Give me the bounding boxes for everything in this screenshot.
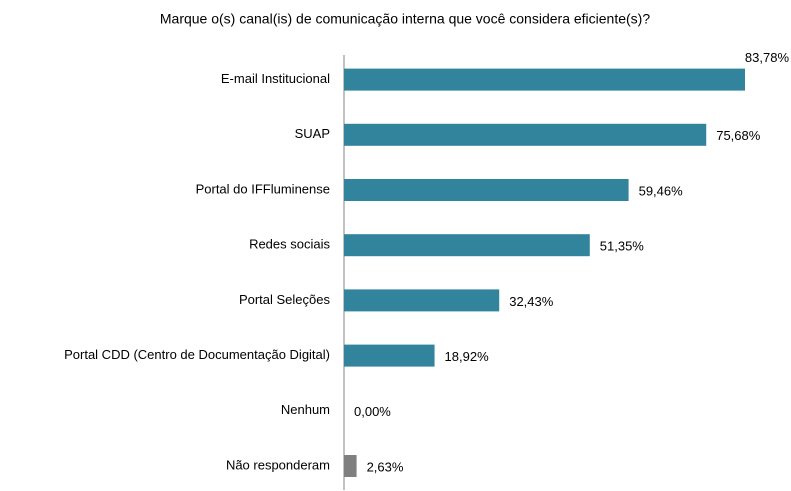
value-label: 2,63% [367,459,404,474]
value-label: 75,68% [716,128,761,143]
bar [344,179,629,201]
category-label: SUAP [295,126,330,141]
bar [344,344,435,367]
value-label: 59,46% [639,183,684,198]
bar [344,455,357,477]
value-label: 0,00% [354,404,391,419]
category-label: Nenhum [281,402,330,417]
category-label: E-mail Institucional [221,71,330,86]
category-label: Portal do IFFluminense [196,181,330,196]
category-label: Portal Seleções [239,292,331,307]
value-label: 51,35% [600,239,645,254]
bar [344,234,590,257]
value-label: 18,92% [445,349,490,364]
value-label: 32,43% [509,294,554,309]
bar [344,123,707,146]
chart-title: Marque o(s) canal(is) de comunicação int… [160,11,650,27]
category-label: Não responderam [226,457,330,472]
bar [344,68,745,91]
category-label: Redes sociais [249,237,330,252]
bar [344,289,500,312]
category-label: Portal CDD (Centro de Documentação Digit… [64,347,330,362]
value-label: 83,78% [745,50,790,65]
